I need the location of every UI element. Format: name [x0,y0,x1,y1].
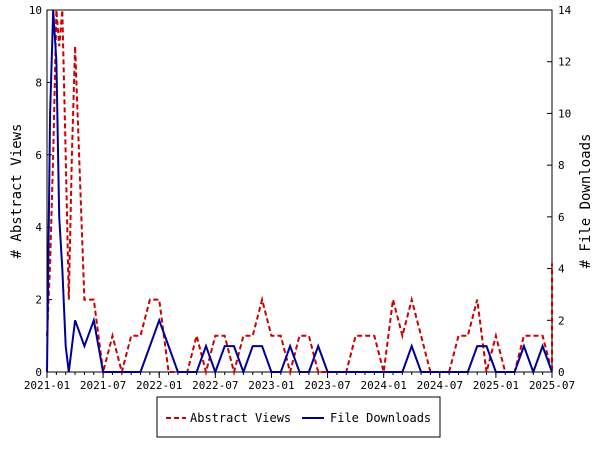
x-tick-label: 2024-01 [360,379,406,392]
left-tick-label: 0 [35,366,42,379]
left-tick-label: 4 [35,221,42,234]
x-tick-label: 2023-01 [248,379,294,392]
right-axis-ticks: 0 2 4 6 8 10 12 14 [547,4,572,379]
legend: Abstract Views File Downloads [156,396,441,438]
right-tick-label: 10 [558,107,571,120]
x-tick-label: 2022-01 [136,379,182,392]
left-tick-label: 2 [35,294,42,307]
left-axis-title: # Abstract Views [9,124,25,259]
right-tick-label: 12 [558,56,571,69]
x-tick-label: 2024-07 [417,379,463,392]
left-axis-ticks: 0 2 4 6 8 10 [29,4,52,379]
right-tick-label: 2 [558,314,565,327]
left-tick-label: 10 [29,4,42,17]
right-tick-label: 6 [558,211,565,224]
right-tick-label: 0 [558,366,565,379]
right-tick-label: 14 [558,4,572,17]
x-tick-label: 2021-07 [80,379,126,392]
right-axis-title: # File Downloads [578,134,594,269]
right-tick-label: 4 [558,263,565,276]
left-tick-label: 8 [35,76,42,89]
plot-area [46,9,553,373]
right-tick-label: 8 [558,159,565,172]
series-file-downloads-line [46,9,553,375]
legend-label-abstract-views: Abstract Views [190,411,291,425]
legend-label-file-downloads: File Downloads [330,411,431,425]
x-tick-label: 2021-01 [24,379,70,392]
series-abstract-views-line [46,9,553,376]
x-tick-label: 2025-07 [529,379,575,392]
x-tick-label: 2025-01 [473,379,519,392]
x-axis-ticks: 2021-01 2021-07 2022-01 2022-07 2023-01 2023-… [24,372,575,392]
x-tick-label: 2023-07 [304,379,350,392]
legend-box [156,396,441,438]
x-tick-label: 2022-07 [192,379,238,392]
left-tick-label: 6 [35,149,42,162]
